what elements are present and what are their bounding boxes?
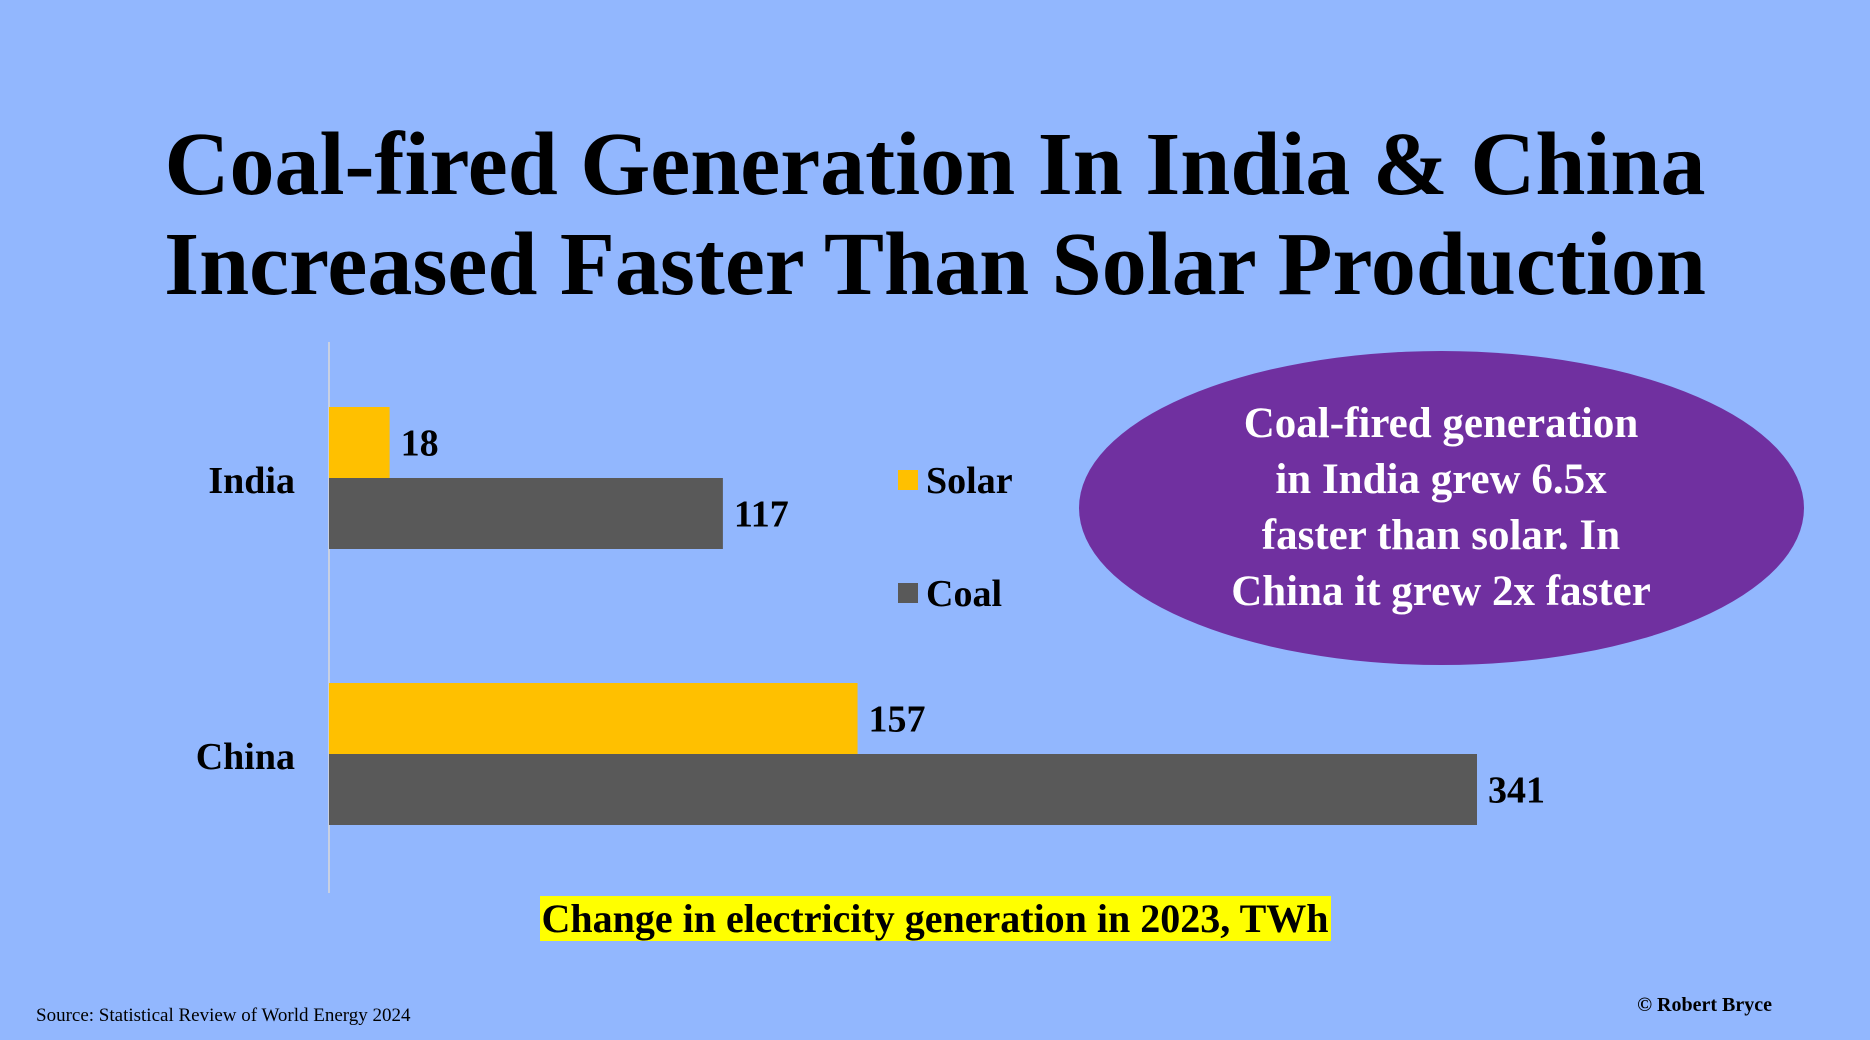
legend: Solar Coal <box>898 460 1013 615</box>
legend-label-coal: Coal <box>926 573 1002 615</box>
bar-coal-china <box>329 754 1477 825</box>
callout-line-2: in India grew 6.5x <box>1275 456 1607 503</box>
bar-coal-india <box>329 478 723 549</box>
data-label-coal-india: 117 <box>734 494 789 536</box>
bar-solar-india <box>329 407 390 478</box>
bars-group: India 18 117 China 157 341 <box>196 407 1545 825</box>
data-label-solar-india: 18 <box>401 423 439 465</box>
category-label-india: India <box>208 460 295 502</box>
chart-title-line-2: Increased Faster Than Solar Production <box>164 215 1706 314</box>
legend-swatch-solar <box>898 470 918 490</box>
bar-solar-china <box>329 683 858 754</box>
chart-title-line-1: Coal-fired Generation In India & China <box>164 115 1706 214</box>
callout-line-4: China it grew 2x faster <box>1231 568 1651 615</box>
copyright-note: © Robert Bryce <box>1637 994 1772 1016</box>
category-label-china: China <box>196 736 295 778</box>
callout-line-1: Coal-fired generation <box>1243 400 1639 447</box>
callout-text: Coal-fired generation in India grew 6.5x… <box>1110 396 1772 620</box>
legend-label-solar: Solar <box>926 460 1013 502</box>
data-label-coal-china: 341 <box>1488 770 1545 812</box>
callout-line-3: faster than solar. In <box>1261 512 1621 559</box>
callout-ellipse <box>1079 351 1804 665</box>
data-label-solar-china: 157 <box>869 699 926 741</box>
source-note: Source: Statistical Review of World Ener… <box>36 1005 411 1026</box>
axis-caption: Change in electricity generation in 2023… <box>0 893 1870 945</box>
legend-swatch-coal <box>898 583 918 603</box>
x-axis-label: Change in electricity generation in 2023… <box>539 896 1331 941</box>
